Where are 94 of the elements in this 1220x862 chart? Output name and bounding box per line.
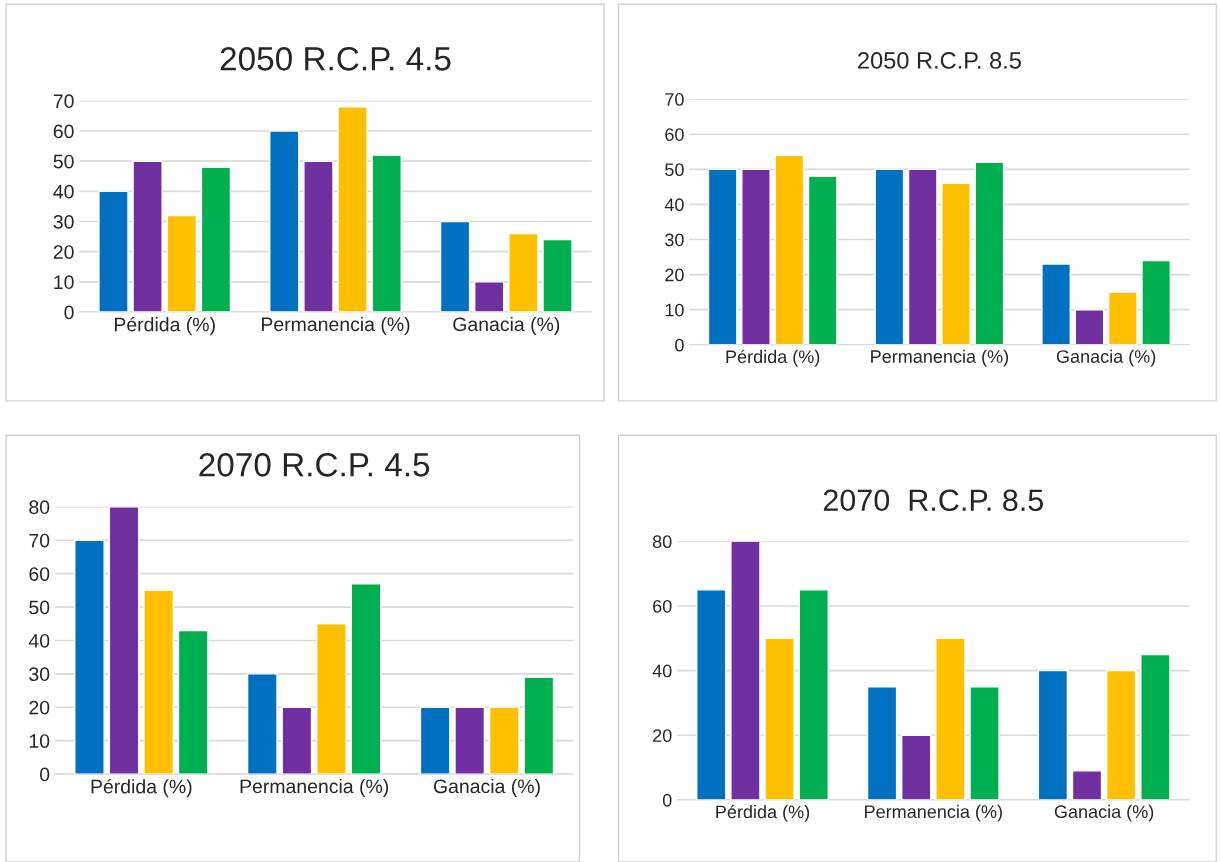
bar [874, 168, 905, 345]
y-tick-label: 70 [53, 94, 74, 109]
bar [108, 506, 140, 775]
x-tick-label: Ganacia (%) [1056, 349, 1156, 367]
bar [1037, 669, 1069, 800]
bar [439, 220, 471, 313]
y-tick-label: 10 [665, 303, 684, 317]
x-tick-label: Ganacia (%) [433, 778, 540, 798]
bar [143, 589, 174, 775]
bar [774, 154, 805, 345]
y-tick-label: 80 [652, 535, 672, 549]
bar [1071, 770, 1103, 800]
x-tick-label: Permanencia (%) [240, 778, 389, 798]
bar [132, 160, 163, 313]
y-tick-label: 40 [652, 664, 672, 678]
bar [807, 175, 838, 345]
chart-title: 2070 R.C.P. 4.5 [199, 453, 430, 477]
bar [1141, 259, 1172, 345]
y-tick-label: 0 [662, 793, 672, 807]
bar [474, 281, 505, 313]
bar [98, 190, 129, 313]
x-tick-label: Ganacia (%) [1054, 804, 1154, 822]
y-tick-label: 10 [29, 734, 50, 748]
bar [269, 130, 300, 313]
bar [935, 637, 966, 800]
y-tick-label: 40 [664, 198, 684, 212]
bar [316, 623, 347, 775]
bar [1140, 653, 1171, 800]
bar [974, 161, 1005, 345]
chart-title: 2050 R.C.P. 4.5 [220, 47, 451, 71]
y-tick-label: 30 [29, 667, 50, 682]
bar [281, 706, 313, 775]
bar [1107, 291, 1138, 345]
bar [941, 182, 971, 345]
y-tick-label: 0 [64, 305, 74, 320]
x-tick-label: Pérdida (%) [726, 349, 820, 367]
chart-title: 2070 R.C.P. 8.5 [823, 489, 1044, 512]
y-tick-label: 20 [653, 729, 672, 743]
y-tick-label: 10 [54, 275, 74, 290]
bar [798, 589, 829, 800]
y-tick-label: 40 [53, 184, 74, 199]
bar [454, 706, 486, 775]
x-tick-label: Permanencia (%) [865, 804, 1002, 822]
x-tick-label: Pérdida (%) [114, 316, 215, 336]
bar [419, 706, 451, 775]
bar [901, 734, 932, 800]
x-tick-label: Ganacia (%) [453, 316, 560, 336]
y-tick-label: 20 [29, 700, 50, 715]
bar [1074, 309, 1105, 345]
bar [303, 160, 334, 313]
bar [866, 686, 898, 800]
bar [177, 629, 209, 775]
y-tick-label: 60 [29, 567, 50, 581]
bar [730, 541, 761, 800]
bar [741, 168, 771, 345]
bar [764, 637, 795, 800]
y-tick-label: 30 [665, 233, 684, 247]
y-tick-label: 40 [28, 633, 50, 648]
y-tick-label: 60 [653, 599, 672, 613]
bar [542, 238, 573, 313]
bar [969, 686, 1000, 800]
x-tick-label: Permanencia (%) [871, 349, 1009, 367]
y-tick-label: 20 [665, 268, 684, 282]
x-tick-label: Pérdida (%) [716, 804, 810, 822]
y-tick-label: 60 [665, 128, 684, 141]
bar [74, 539, 105, 775]
bar [350, 582, 382, 775]
bar [523, 676, 555, 775]
bar [1041, 263, 1071, 345]
bar [1105, 669, 1137, 800]
bar [508, 232, 539, 313]
y-tick-label: 70 [29, 533, 50, 548]
bar [371, 154, 402, 313]
y-tick-label: 50 [665, 163, 684, 177]
bar [707, 168, 738, 345]
bar [166, 214, 197, 313]
bar [488, 706, 520, 775]
bar [337, 106, 368, 313]
y-tick-label: 30 [53, 215, 74, 229]
bar [696, 589, 727, 800]
bar [907, 168, 938, 345]
y-tick-label: 60 [53, 124, 74, 139]
y-tick-label: 80 [29, 500, 50, 515]
bar [246, 673, 278, 775]
bar [200, 166, 232, 313]
y-tick-label: 0 [39, 767, 50, 782]
y-tick-label: 0 [675, 338, 684, 352]
y-tick-label: 50 [53, 154, 74, 169]
y-tick-label: 20 [53, 245, 74, 259]
x-tick-label: Permanencia (%) [261, 316, 410, 336]
x-tick-label: Pérdida (%) [91, 778, 192, 798]
y-tick-label: 70 [665, 93, 684, 106]
chart-title: 2050 R.C.P. 8.5 [858, 52, 1021, 69]
y-tick-label: 50 [29, 600, 50, 615]
